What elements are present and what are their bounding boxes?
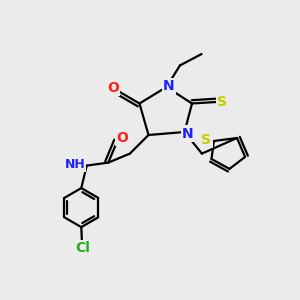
Text: NH: NH [64,158,85,171]
Text: S: S [201,133,212,146]
Text: S: S [217,95,227,109]
Text: N: N [182,127,193,140]
Text: Cl: Cl [75,241,90,255]
Text: O: O [116,131,128,145]
Text: N: N [163,80,175,93]
Text: O: O [107,81,119,95]
